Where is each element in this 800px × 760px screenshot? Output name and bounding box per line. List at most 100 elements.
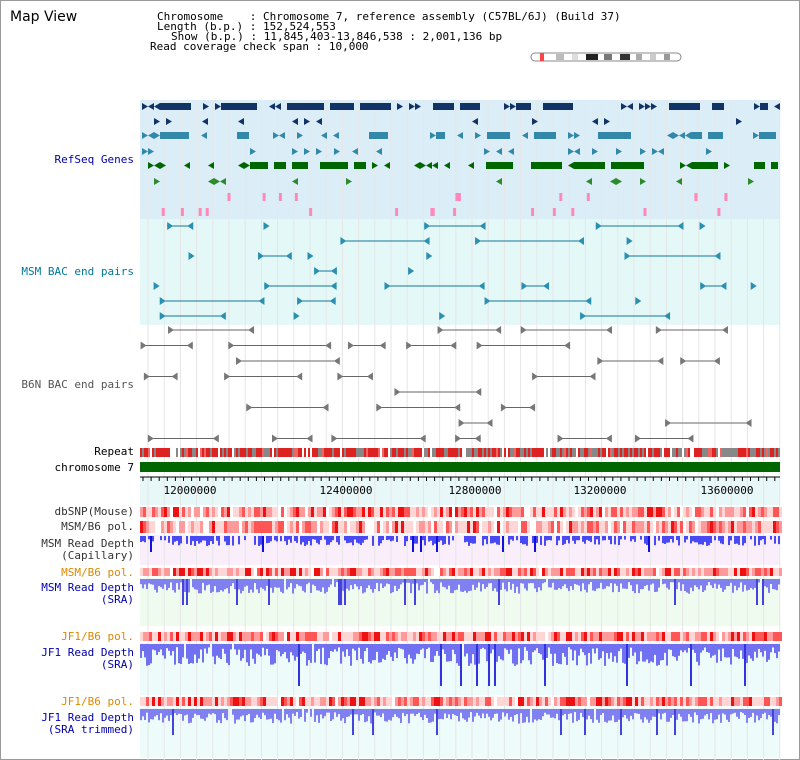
depth-bar (434, 644, 436, 656)
bac-end-arrow (419, 434, 426, 443)
depth-bar (190, 536, 192, 545)
track-label-b6n-bac[interactable]: B6N BAC end pairs (21, 378, 134, 391)
heat-cell (434, 507, 437, 517)
msm-b6-pol-strip-2[interactable] (140, 568, 782, 576)
depth-bar (700, 644, 702, 653)
depth-bar (350, 579, 352, 586)
heat-cell (566, 632, 569, 641)
heat-cell (206, 632, 209, 641)
depth-bar (732, 644, 734, 649)
depth-bar (464, 644, 466, 657)
depth-bar (154, 709, 156, 717)
depth-bar (718, 644, 720, 650)
heat-cell (386, 697, 389, 706)
msm-bac-end-pairs-track[interactable] (153, 222, 757, 320)
heat-cell (389, 521, 392, 533)
track-label-msm-bac[interactable]: MSM BAC end pairs (21, 265, 134, 278)
heat-cell (590, 697, 593, 706)
heat-cell (293, 568, 296, 576)
depth-bar (260, 709, 262, 719)
heat-cell (182, 568, 185, 576)
heat-cell (185, 632, 188, 641)
heat-cell (404, 568, 407, 576)
heat-cell (713, 568, 716, 576)
depth-bar (310, 536, 312, 546)
depth-bar (530, 579, 532, 584)
repeat-segment (610, 448, 612, 457)
heat-cell (275, 632, 278, 641)
depth-bar (580, 579, 582, 592)
depth-bar (320, 709, 322, 715)
depth-bar (710, 644, 712, 658)
dbsnp-strip[interactable] (140, 507, 782, 517)
heat-cell (407, 521, 410, 533)
gene-arrow (640, 148, 646, 155)
track-label-refseq[interactable]: RefSeq Genes (55, 153, 134, 166)
depth-bar (514, 709, 516, 716)
heat-cell (554, 568, 557, 576)
depth-bar (672, 709, 674, 716)
heat-cell (296, 568, 299, 576)
refseq-genes-track[interactable] (142, 103, 780, 216)
heat-cell (347, 521, 350, 533)
depth-bar (362, 709, 364, 714)
repeat-segment (620, 448, 622, 457)
repeat-track[interactable] (140, 448, 780, 457)
repeat-segment (266, 448, 268, 457)
msm-sra-depth[interactable] (140, 579, 780, 605)
jf1-sra-depth[interactable] (140, 644, 780, 686)
repeat-segment (752, 448, 754, 457)
heat-cell (317, 632, 320, 641)
jf1-b6-pol-strip-2[interactable] (140, 697, 782, 706)
repeat-segment (440, 448, 442, 457)
depth-bar (166, 644, 168, 649)
msm-capillary-depth[interactable] (140, 536, 780, 552)
chromosome-ideogram[interactable] (530, 52, 682, 62)
jf1-b6-pol-strip[interactable] (140, 632, 782, 641)
heat-cell (524, 632, 527, 641)
heat-cell (737, 507, 740, 517)
heat-cell (476, 632, 479, 641)
depth-bar (590, 579, 592, 583)
gene-arrow (142, 132, 148, 139)
repeat-segment (486, 448, 488, 457)
repeat-segment (766, 448, 768, 457)
heat-cell (767, 507, 770, 517)
heat-cell (161, 697, 164, 706)
msm-b6-pol-strip[interactable] (140, 521, 782, 533)
depth-bar (726, 709, 728, 720)
heat-cell (212, 521, 215, 533)
depth-bar (304, 644, 306, 653)
gene-arrow (148, 148, 154, 155)
b6n-bac-end-pairs-track[interactable] (140, 326, 752, 443)
depth-bar (404, 579, 406, 605)
chromosome-bar[interactable] (140, 462, 780, 472)
depth-bar (598, 709, 600, 723)
repeat-segment (696, 448, 698, 457)
jf1-trimmed-depth[interactable] (140, 709, 780, 735)
repeat-segment (622, 448, 624, 457)
depth-bar (420, 644, 422, 650)
heat-cell (656, 507, 659, 517)
depth-bar (228, 579, 230, 594)
heat-cell (614, 697, 617, 706)
depth-bar (690, 709, 692, 717)
depth-bar (336, 644, 338, 652)
repeat-segment (388, 448, 390, 457)
heat-cell (341, 521, 344, 533)
bac-end-arrow (455, 434, 462, 443)
heat-cell (611, 507, 614, 517)
depth-bar (166, 579, 168, 591)
heat-cell (605, 568, 608, 576)
depth-bar (216, 709, 218, 723)
track-label-jf1-b6-pol-2: JF1/B6 pol. (61, 695, 134, 708)
depth-bar (596, 579, 598, 589)
bac-end-arrow (384, 282, 391, 290)
heat-cell (626, 697, 629, 706)
heat-cell (710, 568, 713, 576)
heat-cell (779, 568, 782, 576)
depth-bar (418, 709, 420, 713)
depth-bar (306, 644, 308, 666)
depth-bar (182, 709, 184, 721)
